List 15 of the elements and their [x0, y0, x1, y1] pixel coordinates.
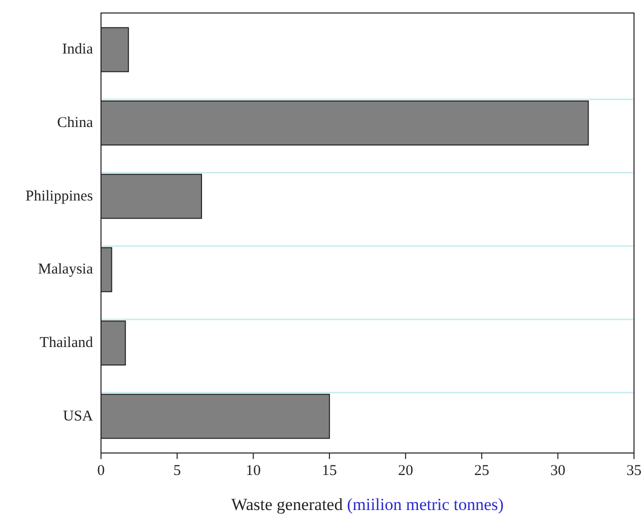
y-tick-label: China	[57, 115, 94, 131]
x-tick-label: 25	[474, 463, 490, 479]
y-tick-label: USA	[62, 408, 94, 424]
x-tick-label: 10	[246, 463, 261, 479]
x-tick-label: 30	[550, 463, 566, 479]
y-tick-label: Philippines	[25, 188, 94, 204]
x-tick-label: 35	[626, 463, 642, 479]
x-tick-label: 0	[97, 463, 105, 479]
y-tick-label: Malaysia	[38, 262, 94, 278]
x-tick-label: 20	[398, 463, 414, 479]
x-axis-title: Waste generated (miilion metric tonnes)	[231, 495, 504, 514]
x-tick-label: 5	[173, 463, 181, 479]
x-tick-label: 15	[322, 463, 337, 479]
y-tick-label: Thailand	[40, 335, 94, 351]
y-tick-label: India	[62, 42, 94, 58]
